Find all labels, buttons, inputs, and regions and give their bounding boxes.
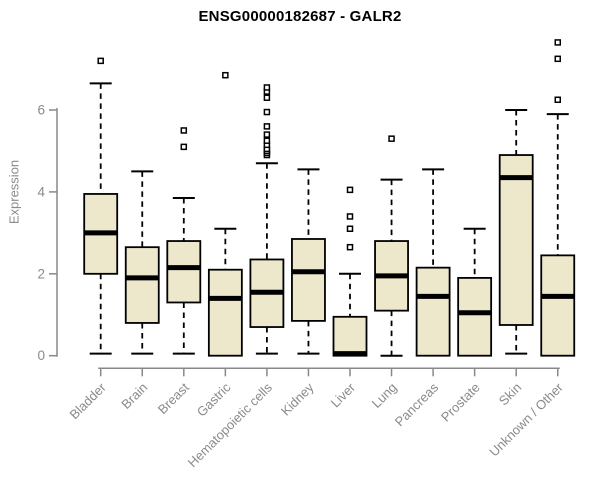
box-unknown-other <box>540 254 576 357</box>
box-brain <box>124 246 160 324</box>
x-category-label: Prostate <box>438 380 483 425</box>
box-liver <box>332 315 368 357</box>
chart-title: ENSG00000182687 - GALR2 <box>198 8 402 25</box>
outlier-point <box>346 243 354 251</box>
x-category-label: Lung <box>369 380 400 411</box>
x-category-label: Breast <box>155 380 192 417</box>
outlier-point <box>180 127 188 134</box>
outlier-point <box>263 123 271 130</box>
outlier-point <box>97 57 104 65</box>
outlier-point <box>388 135 395 142</box>
box-gastric <box>207 268 243 357</box>
outlier-point <box>222 71 229 79</box>
outlier-point <box>263 94 271 101</box>
y-tick-label: 4 <box>37 184 45 199</box>
outlier-point <box>554 96 561 104</box>
box-skin <box>498 154 534 326</box>
x-category-label: Liver <box>328 379 359 410</box>
x-category-label: Kidney <box>278 379 317 418</box>
x-category-label: Skin <box>496 380 524 408</box>
outlier-point <box>180 143 188 151</box>
outlier-point <box>263 108 271 116</box>
outlier-point <box>346 213 354 220</box>
y-tick-label: 0 <box>37 348 45 363</box>
outlier-point <box>554 39 561 46</box>
x-category-label: Gastric <box>194 379 234 419</box>
x-category-label: Bladder <box>67 379 110 422</box>
x-category-label: Brain <box>118 380 150 412</box>
outlier-point <box>346 225 354 233</box>
y-tick-label: 6 <box>37 103 45 118</box>
box-kidney <box>291 238 326 322</box>
outlier-point <box>263 84 271 91</box>
box-breast <box>166 240 202 304</box>
outlier-point <box>554 55 561 63</box>
outlier-point <box>263 131 271 138</box>
y-tick-label: 2 <box>37 266 45 281</box>
x-category-label: Unknown / Other <box>486 379 566 459</box>
box-pancreas <box>415 266 451 357</box>
outlier-point <box>263 137 271 144</box>
box-prostate <box>457 276 493 357</box>
x-category-label: Pancreas <box>392 379 442 429</box>
outlier-point <box>346 186 354 194</box>
